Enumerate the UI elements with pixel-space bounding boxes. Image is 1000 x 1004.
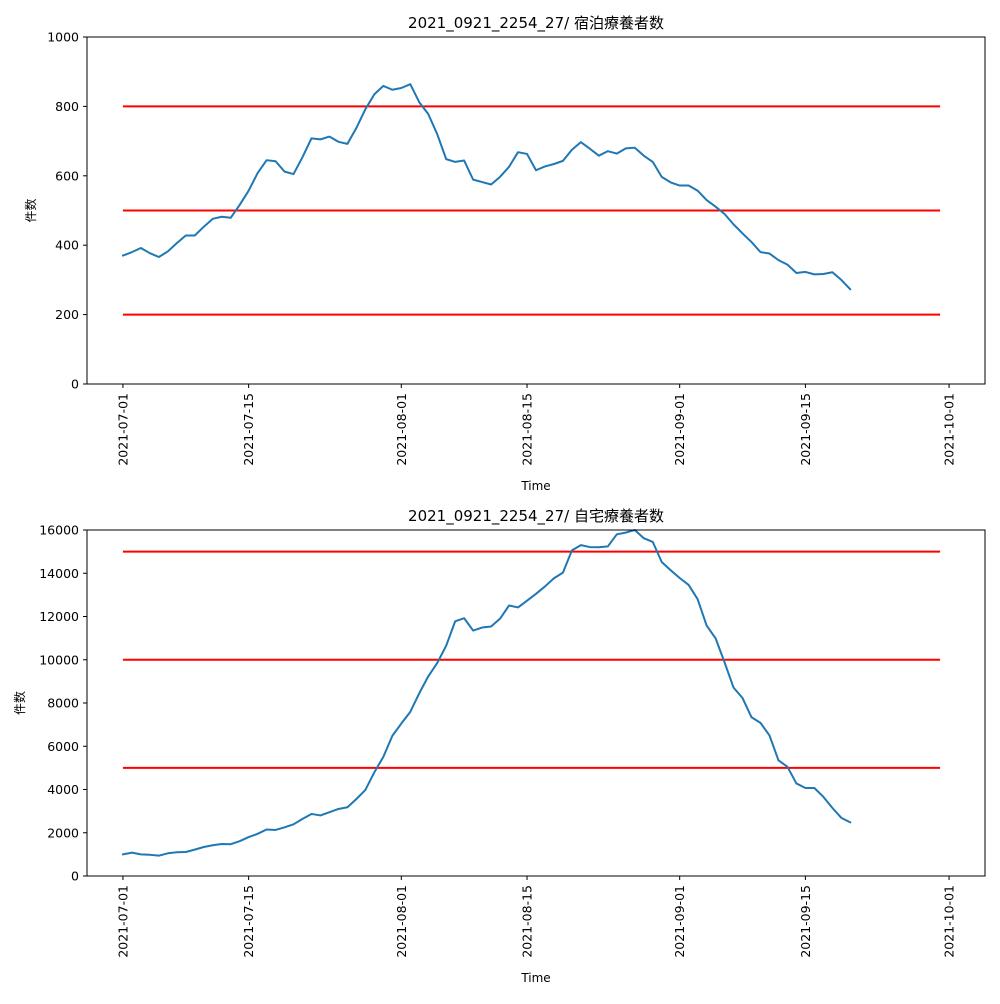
x-tick-label: 2021-08-15 xyxy=(520,393,535,466)
x-tick-label: 2021-07-01 xyxy=(115,393,130,466)
x-tick-label: 2021-07-15 xyxy=(241,393,256,466)
y-tick-label: 2000 xyxy=(47,825,79,840)
plot-frame xyxy=(86,529,986,877)
chart-title: 2021_0921_2254_27/ 自宅療養者数 xyxy=(408,507,664,526)
x-axis-label: Time xyxy=(520,971,550,985)
series-line xyxy=(121,529,852,857)
x-tick-label: 2021-10-01 xyxy=(942,885,957,958)
x-tick-label: 2021-10-01 xyxy=(942,393,957,466)
x-tick-label: 2021-09-01 xyxy=(672,393,687,466)
chart-2: 0 2000 4000 6000 8000 10000 12000 14000 16000 202… xyxy=(12,507,986,985)
x-tick-label: 2021-08-01 xyxy=(394,393,409,466)
y-tick-label: 400 xyxy=(55,238,79,253)
y-tick-label: 8000 xyxy=(47,696,79,711)
series-line xyxy=(121,83,852,291)
y-tick-label: 10000 xyxy=(39,652,79,667)
y-tick-label: 600 xyxy=(55,168,79,183)
y-tick-label: 4000 xyxy=(47,782,79,797)
y-tick-label: 1000 xyxy=(47,30,79,45)
x-tick-label: 2021-09-15 xyxy=(798,885,813,958)
y-tick-label: 200 xyxy=(55,307,79,322)
y-tick-label: 16000 xyxy=(39,523,79,538)
x-tick-label: 2021-09-15 xyxy=(798,393,813,466)
y-axis-label: 件数 xyxy=(23,198,38,222)
chart-title: 2021_0921_2254_27/ 宿泊療養者数 xyxy=(408,14,664,33)
chart-1: 0 200 400 600 800 1000 2021-07-01 2021-07-15 202… xyxy=(23,14,986,493)
y-tick-label: 0 xyxy=(71,377,79,392)
x-tick-label: 2021-09-01 xyxy=(672,885,687,958)
y-tick-label: 800 xyxy=(55,99,79,114)
y-tick-label: 12000 xyxy=(39,609,79,624)
x-tick-label: 2021-08-01 xyxy=(394,885,409,958)
y-axis-label: 件数 xyxy=(12,691,27,715)
y-tick-label: 14000 xyxy=(39,566,79,581)
x-axis-label: Time xyxy=(520,479,550,493)
x-tick-label: 2021-07-01 xyxy=(115,885,130,958)
x-tick-label: 2021-08-15 xyxy=(520,885,535,958)
plot-frame xyxy=(86,36,986,385)
x-tick-label: 2021-07-15 xyxy=(241,885,256,958)
y-tick-label: 0 xyxy=(71,869,79,884)
y-tick-label: 6000 xyxy=(47,739,79,754)
